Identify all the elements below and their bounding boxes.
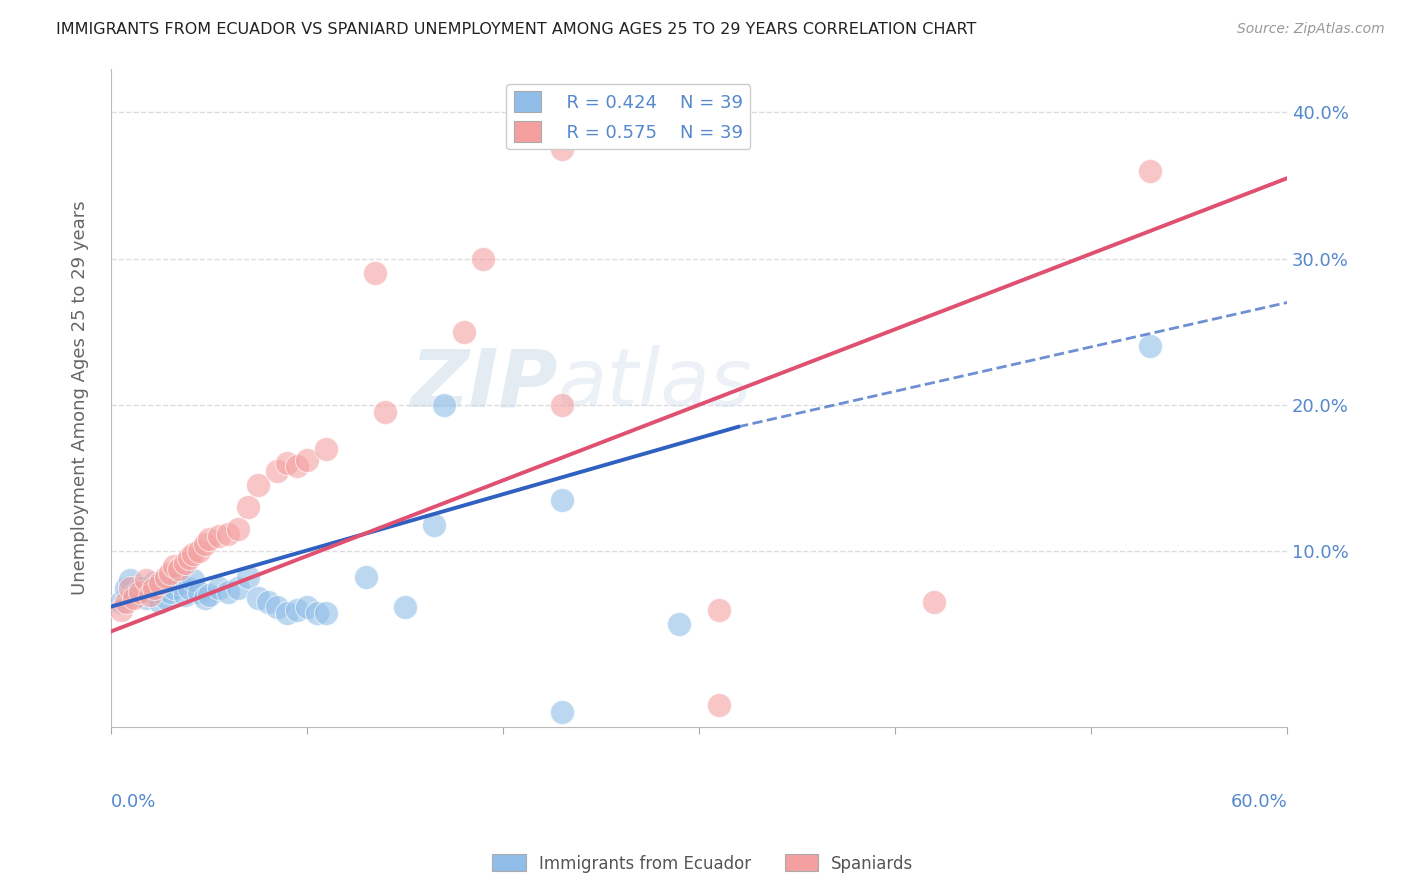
Point <box>550 492 572 507</box>
Point <box>188 585 211 599</box>
Point <box>394 599 416 614</box>
Point <box>295 453 318 467</box>
Point <box>124 591 146 605</box>
Point <box>315 606 337 620</box>
Point <box>453 325 475 339</box>
Point <box>169 562 191 576</box>
Point <box>266 464 288 478</box>
Y-axis label: Unemployment Among Ages 25 to 29 years: Unemployment Among Ages 25 to 29 years <box>72 200 89 595</box>
Point <box>276 606 298 620</box>
Text: 0.0%: 0.0% <box>111 793 156 811</box>
Point <box>550 142 572 156</box>
Point <box>162 581 184 595</box>
Point <box>305 606 328 620</box>
Text: atlas: atlas <box>558 345 752 424</box>
Point <box>256 595 278 609</box>
Point <box>922 595 945 609</box>
Point <box>135 574 157 588</box>
Text: IMMIGRANTS FROM ECUADOR VS SPANIARD UNEMPLOYMENT AMONG AGES 25 TO 29 YEARS CORRE: IMMIGRANTS FROM ECUADOR VS SPANIARD UNEM… <box>56 22 977 37</box>
Point <box>276 456 298 470</box>
Point <box>142 576 165 591</box>
Text: 60.0%: 60.0% <box>1230 793 1286 811</box>
Point <box>129 585 152 599</box>
Point <box>364 266 387 280</box>
Point <box>139 585 162 599</box>
Point <box>169 576 191 591</box>
Point <box>236 500 259 515</box>
Point <box>129 581 152 595</box>
Point <box>246 591 269 605</box>
Point <box>207 529 229 543</box>
Point <box>124 588 146 602</box>
Point <box>155 591 177 605</box>
Point <box>226 522 249 536</box>
Point <box>162 558 184 573</box>
Point <box>295 599 318 614</box>
Point <box>120 574 142 588</box>
Point <box>110 595 132 609</box>
Point <box>149 576 172 591</box>
Legend:   R = 0.424    N = 39,   R = 0.575    N = 39: R = 0.424 N = 39, R = 0.575 N = 39 <box>506 84 751 149</box>
Point <box>159 566 181 580</box>
Point <box>174 588 197 602</box>
Text: Source: ZipAtlas.com: Source: ZipAtlas.com <box>1237 22 1385 37</box>
Point <box>707 602 730 616</box>
Point <box>266 599 288 614</box>
Point <box>159 585 181 599</box>
Point <box>285 602 308 616</box>
Point <box>1139 164 1161 178</box>
Point <box>374 405 396 419</box>
Point <box>1139 339 1161 353</box>
Point <box>194 537 217 551</box>
Point <box>236 570 259 584</box>
Point <box>194 591 217 605</box>
Point <box>181 547 204 561</box>
Point <box>226 581 249 595</box>
Point <box>155 570 177 584</box>
Point <box>315 442 337 456</box>
Point <box>110 602 132 616</box>
Point <box>120 581 142 595</box>
Point <box>472 252 495 266</box>
Point <box>188 544 211 558</box>
Point <box>285 459 308 474</box>
Point <box>179 581 201 595</box>
Point <box>550 398 572 412</box>
Point <box>149 595 172 609</box>
Legend: Immigrants from Ecuador, Spaniards: Immigrants from Ecuador, Spaniards <box>486 847 920 880</box>
Point <box>198 588 221 602</box>
Point <box>139 588 162 602</box>
Point <box>423 517 446 532</box>
Point <box>207 581 229 595</box>
Point <box>550 705 572 719</box>
Point <box>142 581 165 595</box>
Point <box>115 581 138 595</box>
Point <box>115 595 138 609</box>
Text: ZIP: ZIP <box>411 345 558 424</box>
Point <box>354 570 377 584</box>
Point <box>246 478 269 492</box>
Point <box>668 617 690 632</box>
Point <box>433 398 456 412</box>
Point <box>198 533 221 547</box>
Point <box>174 556 197 570</box>
Point <box>181 574 204 588</box>
Point <box>179 551 201 566</box>
Point <box>217 526 239 541</box>
Point <box>217 585 239 599</box>
Point <box>135 591 157 605</box>
Point <box>707 698 730 712</box>
